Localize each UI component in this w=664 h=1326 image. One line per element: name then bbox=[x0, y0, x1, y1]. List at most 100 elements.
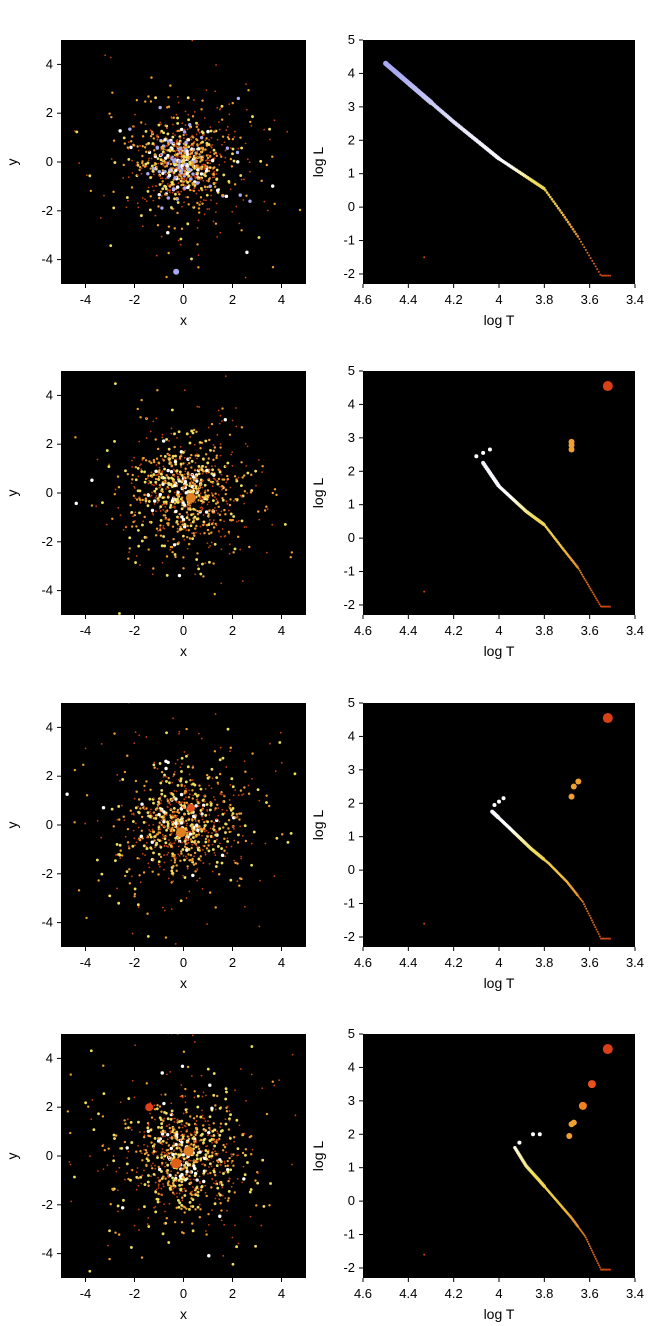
star-point bbox=[176, 116, 179, 120]
star-point bbox=[174, 821, 178, 825]
star-point bbox=[154, 1190, 158, 1194]
turnoff-star bbox=[517, 1140, 522, 1145]
star-point bbox=[193, 1178, 195, 1181]
star-point bbox=[226, 1199, 230, 1202]
star-point bbox=[209, 155, 212, 158]
star-point bbox=[197, 211, 201, 214]
star-point bbox=[204, 800, 206, 803]
star-point bbox=[204, 494, 207, 497]
y-tick-label: -1 bbox=[343, 896, 355, 911]
star-point bbox=[162, 535, 166, 538]
star-point bbox=[117, 805, 121, 808]
star-point bbox=[167, 1152, 171, 1155]
star-point bbox=[179, 821, 184, 825]
star-point bbox=[161, 180, 164, 183]
star-point bbox=[132, 144, 136, 147]
star-point bbox=[258, 799, 261, 802]
x-tick-label: -2 bbox=[129, 955, 141, 970]
star-point bbox=[226, 1167, 230, 1172]
star-point bbox=[149, 830, 152, 833]
star-point bbox=[233, 547, 237, 551]
x-axis-label: x bbox=[180, 1306, 187, 1322]
star-point bbox=[150, 840, 154, 844]
star-point bbox=[219, 1193, 222, 1197]
star-point bbox=[329, 603, 331, 605]
star-point bbox=[246, 471, 250, 475]
star-point bbox=[173, 227, 176, 230]
star-point bbox=[155, 1107, 159, 1111]
star-point bbox=[113, 1137, 116, 1140]
star-point bbox=[189, 477, 192, 480]
star-point bbox=[175, 869, 178, 873]
star-point bbox=[182, 489, 185, 492]
star-point bbox=[254, 469, 258, 473]
star-point bbox=[185, 1122, 188, 1125]
star-point bbox=[139, 214, 143, 217]
star-point bbox=[185, 516, 189, 520]
star-point bbox=[193, 1160, 195, 1162]
star-point bbox=[197, 464, 201, 468]
star-point bbox=[230, 1153, 233, 1156]
star-point bbox=[179, 462, 183, 466]
star-point bbox=[166, 1132, 170, 1137]
star-point bbox=[141, 225, 144, 228]
star-point bbox=[174, 168, 178, 173]
x-tick-label: 4.2 bbox=[445, 292, 463, 307]
y-axis-label: y bbox=[4, 1153, 20, 1160]
x-tick-label: 3.4 bbox=[626, 623, 644, 638]
star-point bbox=[190, 1142, 193, 1146]
star-point bbox=[181, 1153, 186, 1157]
star-point bbox=[78, 162, 81, 164]
star-point bbox=[190, 839, 192, 842]
star-point bbox=[236, 160, 240, 164]
star-point bbox=[199, 1138, 203, 1142]
star-point bbox=[176, 784, 180, 787]
star-point bbox=[221, 1129, 224, 1132]
star-point bbox=[159, 534, 163, 537]
star-point bbox=[224, 1122, 228, 1126]
main-sequence-star bbox=[582, 1233, 585, 1236]
star-point bbox=[159, 175, 161, 178]
main-sequence-star bbox=[596, 268, 599, 271]
star-point bbox=[155, 1150, 158, 1153]
star-point bbox=[173, 861, 177, 864]
star-point bbox=[191, 857, 194, 861]
star-point bbox=[221, 488, 223, 491]
main-sequence-star bbox=[588, 1245, 591, 1248]
star-point bbox=[169, 1146, 174, 1151]
star-point bbox=[177, 101, 180, 104]
star-point bbox=[145, 847, 149, 850]
star-point bbox=[161, 1143, 164, 1145]
star-point bbox=[206, 809, 208, 811]
star-point bbox=[127, 1150, 130, 1153]
main-sequence-star bbox=[589, 916, 592, 919]
star-point bbox=[186, 822, 189, 825]
y-axis-label: y bbox=[4, 822, 20, 829]
star-point bbox=[151, 483, 154, 486]
star-point bbox=[177, 1153, 181, 1157]
star-point bbox=[207, 1134, 209, 1137]
star-point bbox=[149, 134, 153, 138]
star-point bbox=[135, 525, 138, 528]
star-point bbox=[196, 156, 199, 159]
star-point bbox=[155, 833, 158, 836]
star-point bbox=[162, 1158, 165, 1161]
star-point bbox=[182, 1112, 185, 1115]
star-point bbox=[196, 1190, 200, 1194]
star-point bbox=[154, 477, 158, 481]
star-point bbox=[213, 851, 216, 854]
star-point bbox=[243, 490, 247, 493]
y-tick-label: -2 bbox=[41, 866, 53, 881]
star-point bbox=[250, 1073, 253, 1076]
star-point bbox=[204, 1153, 208, 1157]
star-point bbox=[215, 178, 219, 181]
star-point bbox=[221, 407, 224, 410]
star-point bbox=[143, 1131, 146, 1133]
star-point bbox=[167, 1156, 170, 1159]
main-sequence-star bbox=[598, 935, 601, 938]
star-point bbox=[191, 172, 195, 176]
star-point bbox=[152, 801, 155, 805]
star-point bbox=[124, 835, 127, 838]
y-tick-label: -2 bbox=[343, 1260, 355, 1275]
star-point bbox=[217, 807, 220, 810]
